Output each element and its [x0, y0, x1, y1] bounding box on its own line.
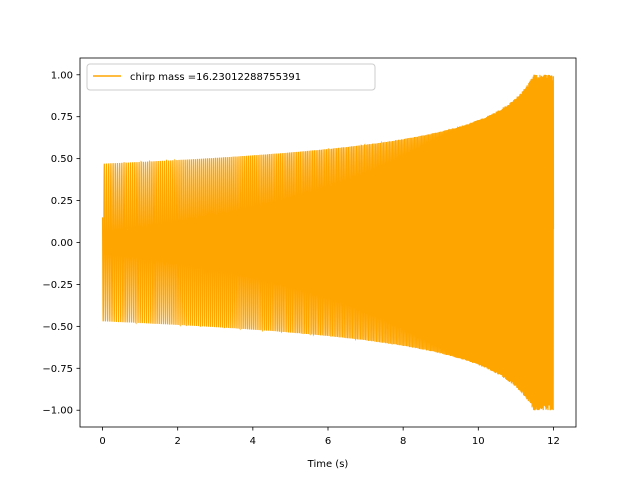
x-tick-label: 6: [325, 436, 331, 447]
y-tick-label: 0.75: [51, 112, 73, 123]
legend: chirp mass =16.23012288755391: [86, 63, 376, 91]
x-tick-label: 10: [472, 436, 485, 447]
y-tick-label: 0.50: [51, 154, 73, 165]
y-tick-label: −0.75: [42, 364, 73, 375]
y-tick-label: 0.00: [51, 238, 73, 249]
x-tick-label: 2: [175, 436, 181, 447]
x-tick-label: 12: [547, 436, 560, 447]
x-tick-label: 8: [400, 436, 406, 447]
legend-label: chirp mass =16.23012288755391: [130, 72, 301, 83]
series-line: [101, 74, 555, 411]
x-tick-label: 0: [99, 436, 105, 447]
plot-area: [79, 57, 577, 428]
y-tick-label: 0.25: [51, 196, 73, 207]
legend-box: [86, 63, 376, 91]
y-axis: 1.00 0.75 0.50 0.25 0.00 −0.25 −0.50 −0.75 −1.00: [42, 70, 80, 417]
x-axis: 0 2 4 6 8 10 12: [99, 427, 560, 447]
x-axis-label: Time (s): [307, 459, 349, 470]
y-tick-label: −0.25: [42, 280, 73, 291]
y-tick-label: −0.50: [42, 322, 73, 333]
y-tick-label: −1.00: [42, 406, 73, 417]
x-tick-label: 4: [250, 436, 256, 447]
y-tick-label: 1.00: [51, 70, 73, 81]
